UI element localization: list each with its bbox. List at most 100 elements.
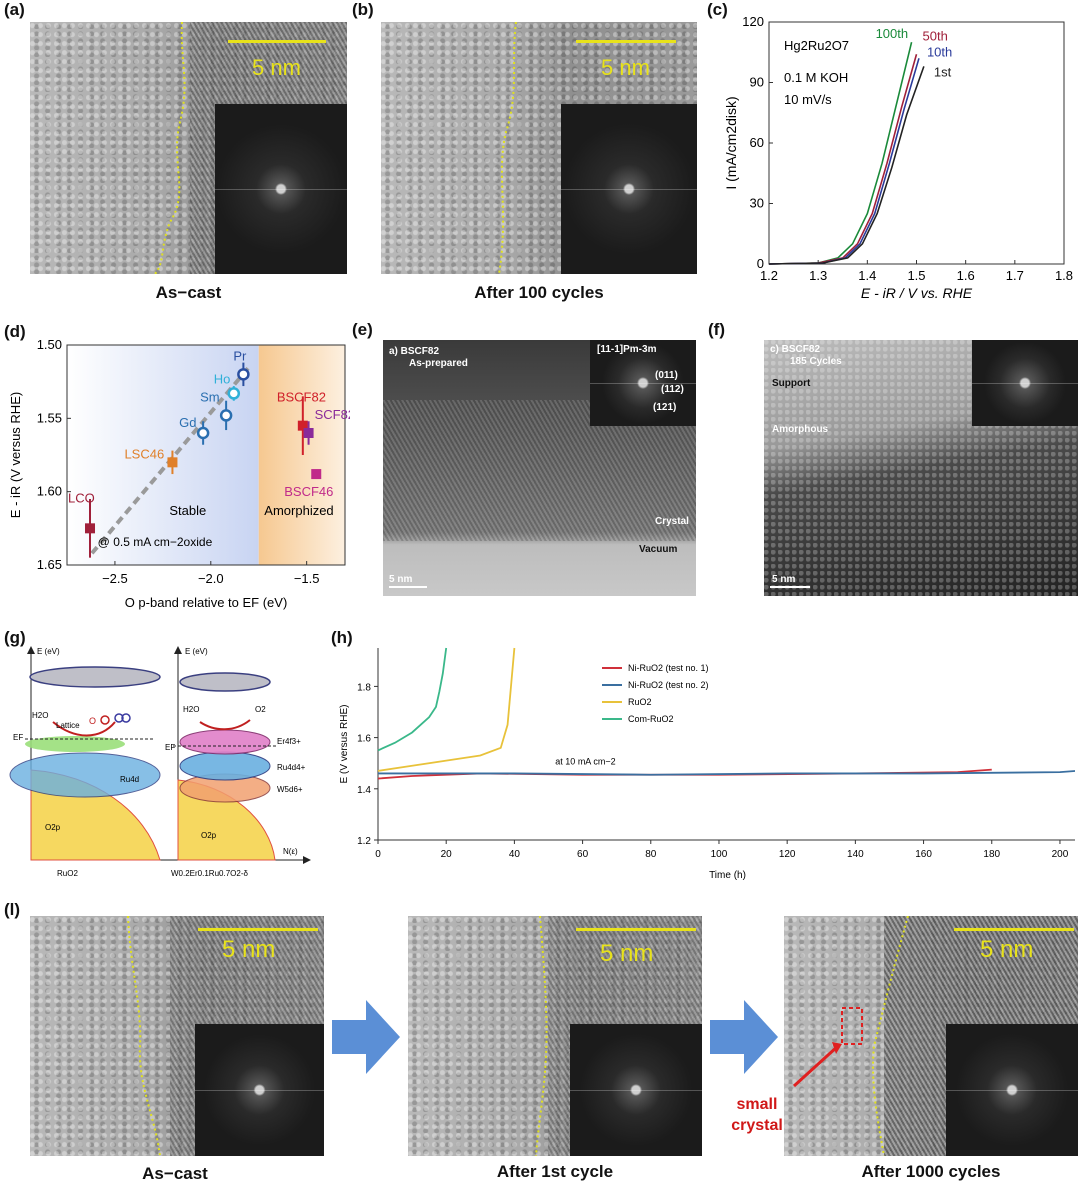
legend-label: Ni-RuO2 (test no. 1) <box>628 663 709 673</box>
series-label-10th: 10th <box>927 44 952 59</box>
panel-label-e: (e) <box>352 320 373 340</box>
scale-label: 5 nm <box>252 55 301 81</box>
y-tick-label: 1.50 <box>37 337 62 352</box>
x-tick-label: 1.5 <box>907 268 925 283</box>
support-label: Support <box>772 378 810 389</box>
current-note: @ 0.5 mA cm−2oxide <box>98 535 213 549</box>
point-Gd <box>198 428 208 438</box>
h2o-left: H2O <box>32 711 48 720</box>
x-tick-label: 80 <box>645 849 657 860</box>
panel-label-a: (a) <box>4 0 25 20</box>
ef-left: EF <box>13 733 23 742</box>
watermark: 大数跨境 <box>70 1158 134 1182</box>
n-axis: N(ε) <box>283 847 298 856</box>
chart-h-stability: 0 20 40 60 80 100 120 140 160 180 2001.21.41.61.8T… <box>335 640 1075 900</box>
zone-axis: [11-1]Pm-3m <box>597 344 656 355</box>
left-title: RuO2 <box>57 869 78 878</box>
f-title1: c) BSCF82 <box>770 344 820 355</box>
amorphous-label: Amorphous <box>772 424 828 435</box>
scale-label: 5 nm <box>222 936 275 964</box>
point-label-SCF82: SCF82 <box>315 407 350 422</box>
e-axis-right: E (eV) <box>185 647 208 656</box>
e-axis-left: E (eV) <box>37 647 60 656</box>
annotation: 0.1 M KOH <box>784 70 848 85</box>
y-tick-label: 1.4 <box>357 785 371 796</box>
x-tick-label: 1.4 <box>858 268 876 283</box>
tem-image-row4-after-1st: 5 nm <box>408 916 702 1156</box>
x-tick-label: 0 <box>375 849 381 860</box>
y-tick-label: 120 <box>742 14 764 29</box>
x-tick-label: 1.6 <box>957 268 975 283</box>
point-Sm <box>221 410 231 420</box>
x-tick-label: 40 <box>509 849 521 860</box>
y-tick-label: 1.6 <box>357 734 371 745</box>
scale-label: 5 nm <box>772 574 795 585</box>
fft-inset <box>570 1024 702 1156</box>
right-title: W0.2Er0.1Ru0.7O2-δ <box>171 869 248 878</box>
x-axis-label: E - iR / V vs. RHE <box>861 285 973 301</box>
spot-112: (112) <box>661 384 684 395</box>
spot-011: (011) <box>655 370 678 381</box>
series-line-RuO2 <box>378 648 514 771</box>
series-label-1st: 1st <box>934 64 952 79</box>
y-tick-label: 60 <box>750 135 764 150</box>
x-tick-label: 1.8 <box>1055 268 1073 283</box>
panel-label-b: (b) <box>352 0 374 20</box>
y-tick-label: 0 <box>757 256 764 271</box>
x-tick-label: 140 <box>847 849 864 860</box>
y-tick-label: 1.8 <box>357 682 371 693</box>
series-label-100th: 100th <box>876 26 909 41</box>
y-tick-label: 1.55 <box>37 410 62 425</box>
region-label-amorphized: Amorphized <box>264 503 333 518</box>
fft-inset <box>972 340 1078 426</box>
y-axis-label: I (mA/cm2disk) <box>724 96 739 189</box>
point-LCO <box>85 523 95 533</box>
series-line-10th <box>769 58 919 264</box>
x-tick-label: 60 <box>577 849 589 860</box>
tem-image-bscf82-cycled: c) BSCF82 185 Cycles Support Amorphous 5… <box>764 340 1078 596</box>
point-Ho <box>229 388 239 398</box>
scale-label: 5 nm <box>600 940 653 968</box>
w5d-label: W5d6+ <box>277 785 303 794</box>
tem-image-after-100: 5 nm <box>381 22 697 274</box>
arrow-right-icon <box>332 1000 402 1074</box>
ru4d-label: Ru4d <box>120 775 139 784</box>
h2o-right: H2O <box>183 705 199 714</box>
caption-after-100: After 100 cycles <box>381 283 697 303</box>
point-label-BSCF46: BSCF46 <box>284 484 333 499</box>
f-title2: 185 Cycles <box>790 356 842 367</box>
tem-image-bscf82-prepared: a) BSCF82 As-prepared [11-1]Pm-3m (011) … <box>383 340 696 596</box>
point-label-BSCF82: BSCF82 <box>277 390 326 405</box>
y-tick-label: 90 <box>750 75 764 90</box>
tem-image-row4-as-cast: 5 nm <box>30 916 324 1156</box>
caption-as-cast: As−cast <box>30 283 347 303</box>
scale-label: 5 nm <box>389 574 412 585</box>
ef-right: EF <box>165 743 175 752</box>
annotation: 10 mV/s <box>784 92 832 107</box>
crystal-label: Crystal <box>655 516 689 527</box>
tem-image-row4-after-1000: 5 nm <box>784 916 1078 1156</box>
region-label-stable: Stable <box>169 503 206 518</box>
x-tick-label: 160 <box>915 849 932 860</box>
y-axis-label: E (V versus RHE) <box>339 705 350 784</box>
band-diagram: E (eV) E (eV) H2O Lattice O EF EF Ru4d O… <box>5 640 325 880</box>
fft-inset <box>946 1024 1078 1156</box>
annotation-line2: crystal <box>722 1115 792 1136</box>
chart-c-polarization: 1.2 1.3 1.4 1.5 1.6 1.7 1.8 0 30 60 90 120 E - iR / … <box>724 0 1074 310</box>
point-label-LCO: LCO <box>68 490 95 505</box>
tem-image-as-cast: 5 nm <box>30 22 347 274</box>
annotation-line1: small <box>722 1094 792 1115</box>
e-title1: a) BSCF82 <box>389 346 439 357</box>
spot-121: (121) <box>653 402 676 413</box>
x-tick-label: −1.5 <box>294 571 320 586</box>
annotation: Hg2Ru2O7 <box>784 38 849 53</box>
caption-row4-after-1000: After 1000 cycles <box>784 1162 1078 1182</box>
y-tick-label: 1.65 <box>37 557 62 572</box>
x-tick-label: 1.7 <box>1006 268 1024 283</box>
series-line-Com-RuO2 <box>378 648 446 750</box>
plot-frame <box>769 22 1064 264</box>
fft-inset <box>561 104 697 274</box>
y-tick-label: 1.2 <box>357 836 371 847</box>
legend-label: RuO2 <box>628 697 652 707</box>
point-BSCF46 <box>311 469 321 479</box>
